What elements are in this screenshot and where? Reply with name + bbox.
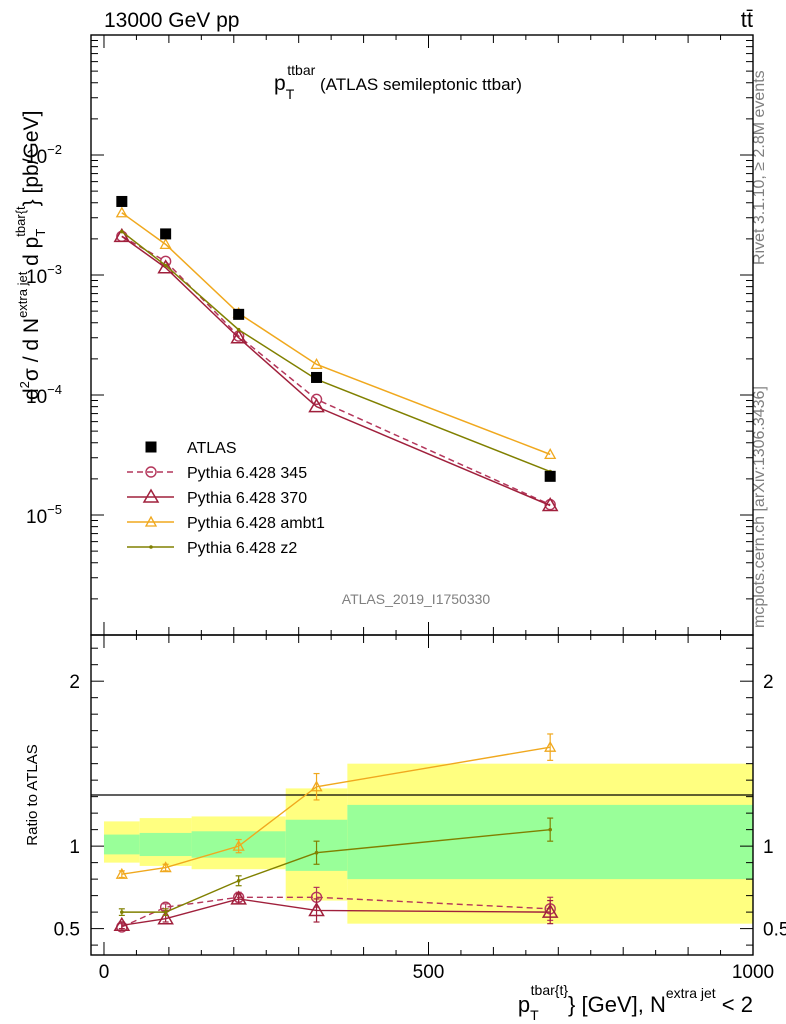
series-line: [121, 230, 551, 473]
series-line: [121, 235, 551, 507]
ratio-y-axis-label: Ratio to ATLAS: [24, 744, 41, 845]
ratio-point: [541, 903, 559, 918]
data-point: [311, 371, 323, 383]
data-point: [157, 259, 174, 274]
x-axis-label: pTtbar{t}} [GeV], Nextra jet < 2: [518, 982, 753, 1023]
y-tick-label: 10−2: [26, 142, 62, 168]
uncertainty-band-1sigma: [139, 832, 192, 857]
ratio-point: [120, 910, 124, 914]
ratio-point: [163, 910, 168, 914]
ratio-point: [232, 839, 245, 851]
ratio-y-tick-label-right: 1: [763, 837, 774, 858]
ratio-point: [159, 861, 172, 873]
ratio-point: [308, 901, 325, 917]
data-point: [541, 497, 559, 512]
y-tick-label: 10−3: [26, 262, 62, 288]
data-point: [230, 329, 247, 344]
ratio-point: [157, 910, 174, 925]
data-point: [115, 206, 128, 218]
data-point: [120, 229, 124, 234]
series-line: [121, 235, 551, 506]
data-point: [233, 308, 245, 320]
data-point: [308, 398, 325, 413]
legend-label: ATLAS: [187, 440, 237, 457]
process-label: tt̄: [741, 7, 753, 32]
ratio-plot-panel: 0.5 0.5 1 1 2 2 0 500 1000 Ratio to ATLAS pTtbar…: [24, 634, 786, 1023]
data-point: [113, 227, 131, 243]
legend-label: Pythia 6.428 345: [187, 465, 307, 482]
ratio-point: [113, 916, 131, 932]
data-point: [544, 448, 557, 460]
analysis-id-label: ATLAS_2019_I1750330: [342, 591, 491, 607]
y-tick-label: 10−5: [26, 502, 62, 528]
ratio-point: [548, 827, 552, 832]
ratio-y-tick-label-right: 0.5: [763, 920, 786, 941]
legend: ATLAS Pythia 6.428 345 Pythia 6.428 370 Pyt…: [127, 440, 325, 557]
energy-label: 13000 GeV pp: [104, 9, 239, 32]
ratio-point: [236, 878, 241, 883]
x-tick-label: 1000: [732, 962, 774, 983]
y-axis-label: d2σ / d Nextra jet d pTtbar{t} [pb/GeV]: [13, 111, 48, 400]
y-tick-label: 10−4: [26, 382, 62, 408]
legend-marker: [142, 488, 160, 503]
data-point: [159, 238, 172, 250]
legend-marker: [144, 515, 158, 527]
x-tick-label: 0: [99, 962, 110, 983]
ratio-y-tick-label: 2: [69, 672, 80, 693]
legend-label: Pythia 6.428 z2: [187, 540, 297, 557]
data-point: [544, 470, 556, 482]
data-point: [310, 358, 323, 370]
ratio-point: [310, 780, 323, 792]
mcplots-label: mcplots.cern.ch [arXiv:1306.3436]: [751, 386, 768, 628]
ratio-y-tick-label: 1: [69, 837, 80, 858]
ratio-plot-frame: [90, 634, 754, 956]
legend-label: Pythia 6.428 370: [187, 490, 307, 507]
ratio-y-tick-label-right: 2: [763, 672, 774, 693]
legend-marker: [149, 545, 153, 549]
legend-label: Pythia 6.428 ambt1: [187, 515, 325, 532]
legend-marker: [145, 466, 157, 478]
ratio-point: [230, 890, 247, 905]
rivet-version-label: Rivet 3.1.10, ≥ 2.8M events: [751, 70, 768, 265]
data-point: [160, 228, 172, 240]
data-point: [310, 393, 323, 406]
ratio-point: [314, 850, 319, 855]
ratio-point: [115, 867, 128, 879]
main-plot-panel: 10−5 10−4 10−3 10−2 pTttbar (ATLAS semilept…: [13, 34, 754, 636]
plot-title: pTttbar (ATLAS semileptonic ttbar): [274, 62, 522, 102]
data-point: [116, 195, 128, 207]
data-point: [163, 263, 168, 268]
legend-marker: [145, 441, 157, 453]
ratio-y-tick-label: 0.5: [54, 920, 80, 941]
series-line: [121, 212, 551, 456]
x-tick-label: 500: [413, 962, 445, 983]
data-point: [236, 327, 241, 332]
uncertainty-band-1sigma: [103, 834, 140, 855]
uncertainty-band-1sigma: [347, 804, 753, 880]
ratio-point: [544, 740, 557, 752]
